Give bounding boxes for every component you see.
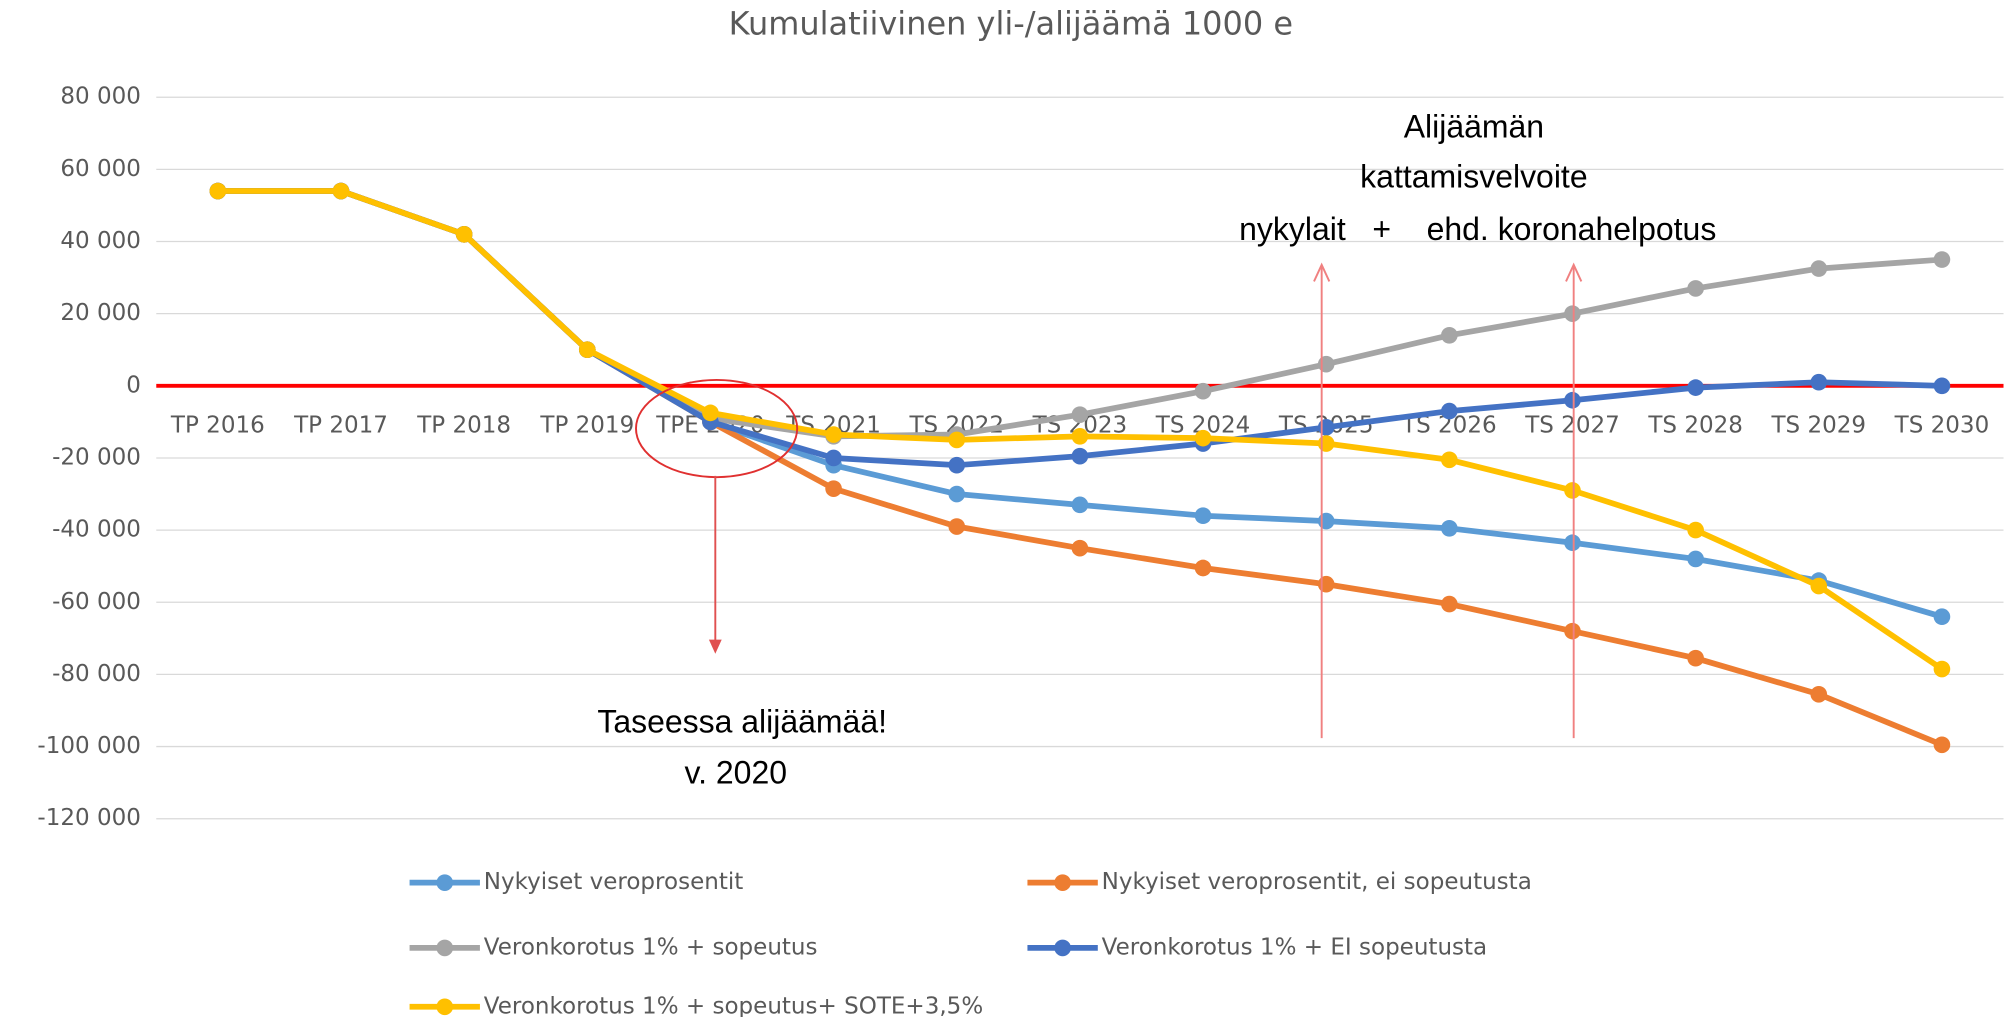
legend-marker (436, 998, 454, 1016)
point (1071, 496, 1089, 514)
point (702, 404, 719, 422)
x-tick-label: TS 2029 (1771, 412, 1867, 438)
y-tick-label: -120 000 (37, 805, 140, 831)
point (1071, 447, 1089, 465)
annotations: Alijäämän kattamisvelvoite nykylait + eh… (597, 109, 1716, 791)
point (578, 341, 596, 359)
y-tick-label: -60 000 (52, 589, 141, 615)
y-tick-label: -20 000 (52, 444, 141, 470)
point (455, 225, 473, 243)
point (1933, 736, 1951, 754)
point (825, 426, 842, 443)
point (1810, 577, 1828, 595)
point (1687, 550, 1704, 568)
y-tick-label: -100 000 (37, 733, 140, 759)
x-tick-label: TP 2016 (170, 412, 265, 438)
point (1933, 251, 1951, 268)
point (1933, 660, 1951, 678)
point (1317, 418, 1335, 436)
y-tick-label: -80 000 (52, 661, 141, 687)
point (1564, 482, 1581, 499)
legend-marker (436, 939, 454, 957)
point (1810, 373, 1828, 391)
point (1194, 507, 1212, 525)
point (1810, 685, 1828, 703)
plot (209, 182, 1951, 754)
point (1933, 377, 1951, 395)
point (1071, 539, 1089, 557)
point (1687, 379, 1704, 396)
point (1194, 382, 1212, 400)
y-tick-label: 40 000 (60, 228, 141, 254)
point (332, 182, 350, 200)
point (1441, 595, 1458, 613)
x-tick-label: TP 2017 (293, 412, 388, 438)
annotation: Alijäämän (1404, 109, 1544, 145)
x-tick-label: TS 2030 (1894, 412, 1990, 438)
point (1317, 355, 1335, 373)
annotation: kattamisvelvoite (1360, 159, 1587, 195)
x-tick-label: TS 2028 (1647, 412, 1743, 438)
point (1441, 402, 1458, 420)
series-line (217, 188, 1944, 748)
legend: Nykyiset veroprosentit Nykyiset veroprose… (409, 869, 1532, 1019)
legend-marker (1054, 874, 1071, 891)
point (948, 518, 966, 535)
point (825, 480, 842, 497)
annotation: nykylait + ehd. koronahelpotus (1239, 211, 1716, 247)
point (1071, 406, 1089, 423)
point (1933, 608, 1951, 626)
arrow-head (708, 639, 722, 654)
grid: -120 000 -100 000 -80 000 -60 000 -40 000 -20… (37, 84, 2004, 831)
point (1441, 520, 1458, 537)
point (1687, 280, 1704, 297)
y-tick-label: 0 (126, 372, 141, 398)
point (1564, 305, 1581, 322)
y-tick-label: 60 000 (60, 156, 141, 182)
highlight-ellipse (635, 378, 799, 479)
y-tick-label: -40 000 (52, 517, 141, 543)
point (948, 431, 966, 449)
legend-label: Veronkorotus 1% + sopeutus (484, 934, 818, 960)
y-tick-label: 20 000 (60, 300, 141, 326)
point (1441, 327, 1458, 344)
point (825, 449, 842, 467)
point (1564, 391, 1581, 409)
point (1317, 512, 1335, 530)
point (948, 456, 966, 474)
point (1071, 428, 1089, 445)
point (1194, 559, 1212, 577)
arrow-head (1565, 262, 1583, 282)
point (209, 182, 227, 200)
point (1564, 622, 1581, 640)
x-tick-label: TS 2027 (1524, 412, 1620, 438)
point (1687, 521, 1704, 539)
x-tick-label: TP 2018 (416, 412, 511, 438)
legend-label: Nykyiset veroprosentit (484, 869, 743, 895)
point (948, 485, 966, 503)
point (1441, 451, 1458, 469)
arrow-head (1313, 262, 1331, 282)
chart-title: Kumulatiivinen yli-/alijäämä 1000 e (729, 5, 1293, 43)
annotation: v. 2020 (685, 755, 788, 791)
x-tick-label: TP 2019 (539, 412, 634, 438)
y-tick-label: 80 000 (60, 84, 141, 110)
legend-marker (436, 874, 454, 891)
point (1687, 649, 1704, 667)
legend-label: Veronkorotus 1% + EI sopeutusta (1102, 934, 1488, 960)
point (1564, 534, 1581, 552)
annotation: Taseessa alijäämää! (597, 704, 887, 740)
legend-marker (1054, 939, 1071, 957)
legend-label: Nykyiset veroprosentit, ei sopeutusta (1102, 869, 1532, 895)
point (1194, 429, 1212, 447)
point (1810, 260, 1828, 277)
legend-label: Veronkorotus 1% + sopeutus+ SOTE+3,5% (484, 993, 983, 1017)
point (1317, 435, 1335, 452)
point (1317, 575, 1335, 593)
